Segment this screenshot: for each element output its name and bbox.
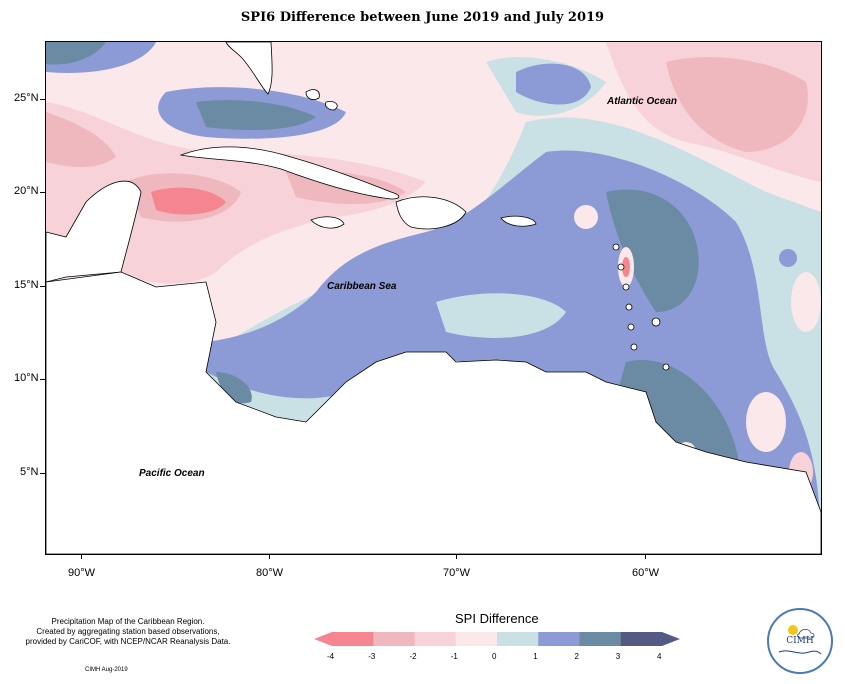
cimh-logo: CIMH <box>767 608 833 674</box>
legend-tick-label: -1 <box>450 652 458 661</box>
lat-tick <box>40 99 45 100</box>
lat-label-15n: 15°N <box>14 279 39 291</box>
legend-title: SPI Difference <box>455 611 539 626</box>
lat-label-10n: 10°N <box>14 372 39 384</box>
credit-date: CIMH Aug-2019 <box>85 667 128 673</box>
map-panel: Atlantic Ocean Caribbean Sea Pacific Oce… <box>45 41 822 555</box>
lat-label-5n: 5°N <box>20 466 39 478</box>
lon-tick <box>456 554 457 559</box>
legend-tick-label: 1 <box>533 652 538 661</box>
lon-label-90w: 90°W <box>68 567 96 579</box>
lat-tick <box>40 286 45 287</box>
label-atlantic-ocean: Atlantic Ocean <box>607 96 678 107</box>
legend-swatch <box>414 632 457 646</box>
lat-tick <box>40 379 45 380</box>
lat-tick <box>40 192 45 193</box>
lon-label-60w: 60°W <box>632 567 660 579</box>
legend-tick-label: 4 <box>657 652 662 661</box>
logo-text: CIMH <box>786 636 814 646</box>
legend-tick-label: -2 <box>409 652 417 661</box>
label-caribbean-sea: Caribbean Sea <box>327 281 397 292</box>
legend-tick-label: 2 <box>574 652 579 661</box>
credit-line-1: Precipitation Map of the Caribbean Regio… <box>51 617 205 626</box>
lon-label-80w: 80°W <box>256 567 284 579</box>
legend-swatch <box>620 632 663 646</box>
spi-field <box>46 42 821 554</box>
legend-swatch <box>332 632 374 646</box>
sun-cloud-icon <box>778 625 822 655</box>
map-title: SPI6 Difference between June 2019 and Ju… <box>240 10 605 25</box>
lon-tick <box>81 554 82 559</box>
legend-swatch <box>579 632 622 646</box>
credit-text: Precipitation Map of the Caribbean Regio… <box>18 617 238 647</box>
legend-tick-label: 0 <box>492 652 497 661</box>
credit-line-3: provided by CariCOF, with NCEP/NCAR Rean… <box>25 637 231 646</box>
legend-swatch <box>497 632 539 646</box>
land-outlines <box>46 42 821 554</box>
legend-tick-label: 3 <box>615 652 621 661</box>
legend-colorbar <box>314 632 680 646</box>
legend-tick-label: -3 <box>368 652 376 661</box>
lat-tick <box>40 473 45 474</box>
legend-swatch <box>373 632 415 646</box>
label-pacific-ocean: Pacific Ocean <box>139 468 205 479</box>
lon-tick <box>269 554 270 559</box>
legend-swatch <box>538 632 580 646</box>
legend-arrow-right <box>662 632 680 646</box>
lon-label-70w: 70°W <box>443 567 471 579</box>
legend-swatch <box>455 632 498 646</box>
lon-tick <box>645 554 646 559</box>
credit-line-2: Created by aggregating station based obs… <box>36 627 220 636</box>
lat-label-20n: 20°N <box>14 185 39 197</box>
legend-arrow-left <box>314 632 332 646</box>
lat-label-25n: 25°N <box>14 92 39 104</box>
legend-tick-label: -4 <box>327 652 335 661</box>
